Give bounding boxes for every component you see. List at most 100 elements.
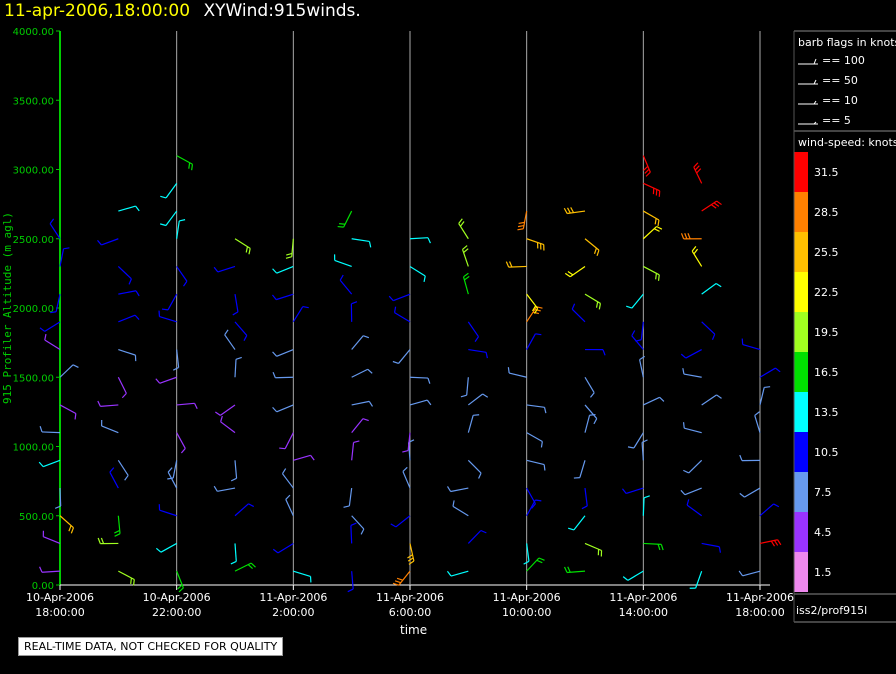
wind-barb <box>691 246 703 267</box>
wind-barb <box>689 570 703 589</box>
wind-barb <box>230 460 238 482</box>
barb-flag <box>49 218 55 225</box>
barb-flag <box>596 249 600 257</box>
wind-barb <box>272 265 294 274</box>
barb-flag <box>68 525 72 532</box>
barb-flag <box>518 221 525 225</box>
barb-flag <box>39 327 46 332</box>
barb-flag <box>178 587 184 593</box>
barb-flag <box>177 584 183 590</box>
wind-barb <box>39 321 61 332</box>
barb-staff <box>117 460 129 476</box>
barb-flag <box>738 570 744 577</box>
speed-swatch <box>794 272 808 312</box>
barb-flag <box>694 165 700 171</box>
barb-flag <box>532 305 537 312</box>
barb-staff <box>395 515 411 528</box>
barb-staff <box>394 312 411 323</box>
wind-barb <box>452 500 469 517</box>
speed-label: 25.5 <box>814 246 839 259</box>
wind-barb <box>526 238 545 251</box>
barb-staff <box>234 460 238 479</box>
barb-staff <box>159 316 177 323</box>
speed-label: 13.5 <box>814 406 839 419</box>
x-tick-label-time: 14:00:00 <box>619 606 668 619</box>
barb-flag <box>563 566 568 573</box>
wind-barb <box>155 376 177 384</box>
barb-staff <box>217 265 236 273</box>
wind-barb <box>159 210 178 227</box>
wind-barb <box>54 488 62 509</box>
barb-staff <box>688 459 703 474</box>
speed-swatch <box>794 152 808 192</box>
wind-barb <box>272 348 294 357</box>
barb-flag <box>38 461 44 468</box>
barb-flag <box>368 241 372 248</box>
barb-flag <box>245 246 249 253</box>
barb-staff <box>573 515 586 531</box>
wind-barb <box>118 314 140 323</box>
wind-barb <box>641 439 648 461</box>
x-tick-label-date: 10-Apr-2006 <box>143 591 211 604</box>
barb-flag <box>97 537 101 544</box>
x-tick-label-time: 6:00:00 <box>389 606 431 619</box>
barb-staff <box>402 471 411 489</box>
wind-barb <box>173 349 180 371</box>
wind-barb <box>59 364 79 378</box>
barb-staff <box>176 432 186 449</box>
wind-barb <box>234 238 251 255</box>
barb-flag <box>691 246 697 252</box>
x-tick-label-date: 11-Apr-2006 <box>609 591 677 604</box>
speed-swatch <box>794 512 808 552</box>
wind-barb <box>643 210 660 227</box>
barb-flag <box>531 503 536 509</box>
barb-flag <box>155 378 161 384</box>
barb-flag <box>97 400 101 407</box>
barb-staff <box>334 259 352 268</box>
barb-flag <box>680 489 686 496</box>
barb-flag <box>39 426 43 433</box>
barb-flag <box>655 273 657 280</box>
barb-staff <box>526 404 545 408</box>
barb-staff <box>176 220 180 239</box>
wind-barb <box>686 499 703 517</box>
barb-flag <box>460 394 467 398</box>
barb-flag <box>462 245 468 250</box>
barb-staff <box>701 394 717 406</box>
wind-barb <box>409 399 432 406</box>
y-tick-label: 2500.00 <box>13 235 54 246</box>
wind-barb <box>351 335 370 350</box>
speed-swatch <box>794 232 808 272</box>
y-tick-label: 3000.00 <box>13 166 54 177</box>
barb-staff <box>118 348 136 356</box>
wind-barb <box>97 238 119 246</box>
barb-flag <box>281 468 287 475</box>
wind-barb <box>160 182 178 199</box>
barb-flag <box>235 356 242 360</box>
barb-flag <box>310 454 315 461</box>
barb-flag <box>54 505 61 509</box>
barb-flag <box>682 422 685 429</box>
wind-barb <box>526 459 546 471</box>
wind-barb <box>584 293 602 310</box>
x-tick-label-time: 10:00:00 <box>502 606 551 619</box>
wind-barb <box>584 413 596 433</box>
barb-flag <box>224 329 229 336</box>
wind-barb <box>584 238 600 257</box>
wind-barb <box>44 333 61 351</box>
barb-legend-title: barb flags in knots <box>798 36 896 49</box>
wind-barb <box>581 487 588 510</box>
wind-barb <box>350 301 358 322</box>
wind-barb <box>517 210 528 231</box>
barb-staff <box>167 293 178 311</box>
wind-barb <box>446 570 469 577</box>
barb-flag <box>473 414 480 416</box>
barb-staff <box>42 459 61 468</box>
barb-staff <box>101 425 119 434</box>
wind-barb <box>409 237 431 244</box>
x-tick-label-time: 18:00:00 <box>735 606 784 619</box>
barb-staff <box>407 432 411 451</box>
wind-barb <box>468 348 488 359</box>
wind-barb <box>176 266 188 287</box>
wind-barb <box>176 570 184 593</box>
